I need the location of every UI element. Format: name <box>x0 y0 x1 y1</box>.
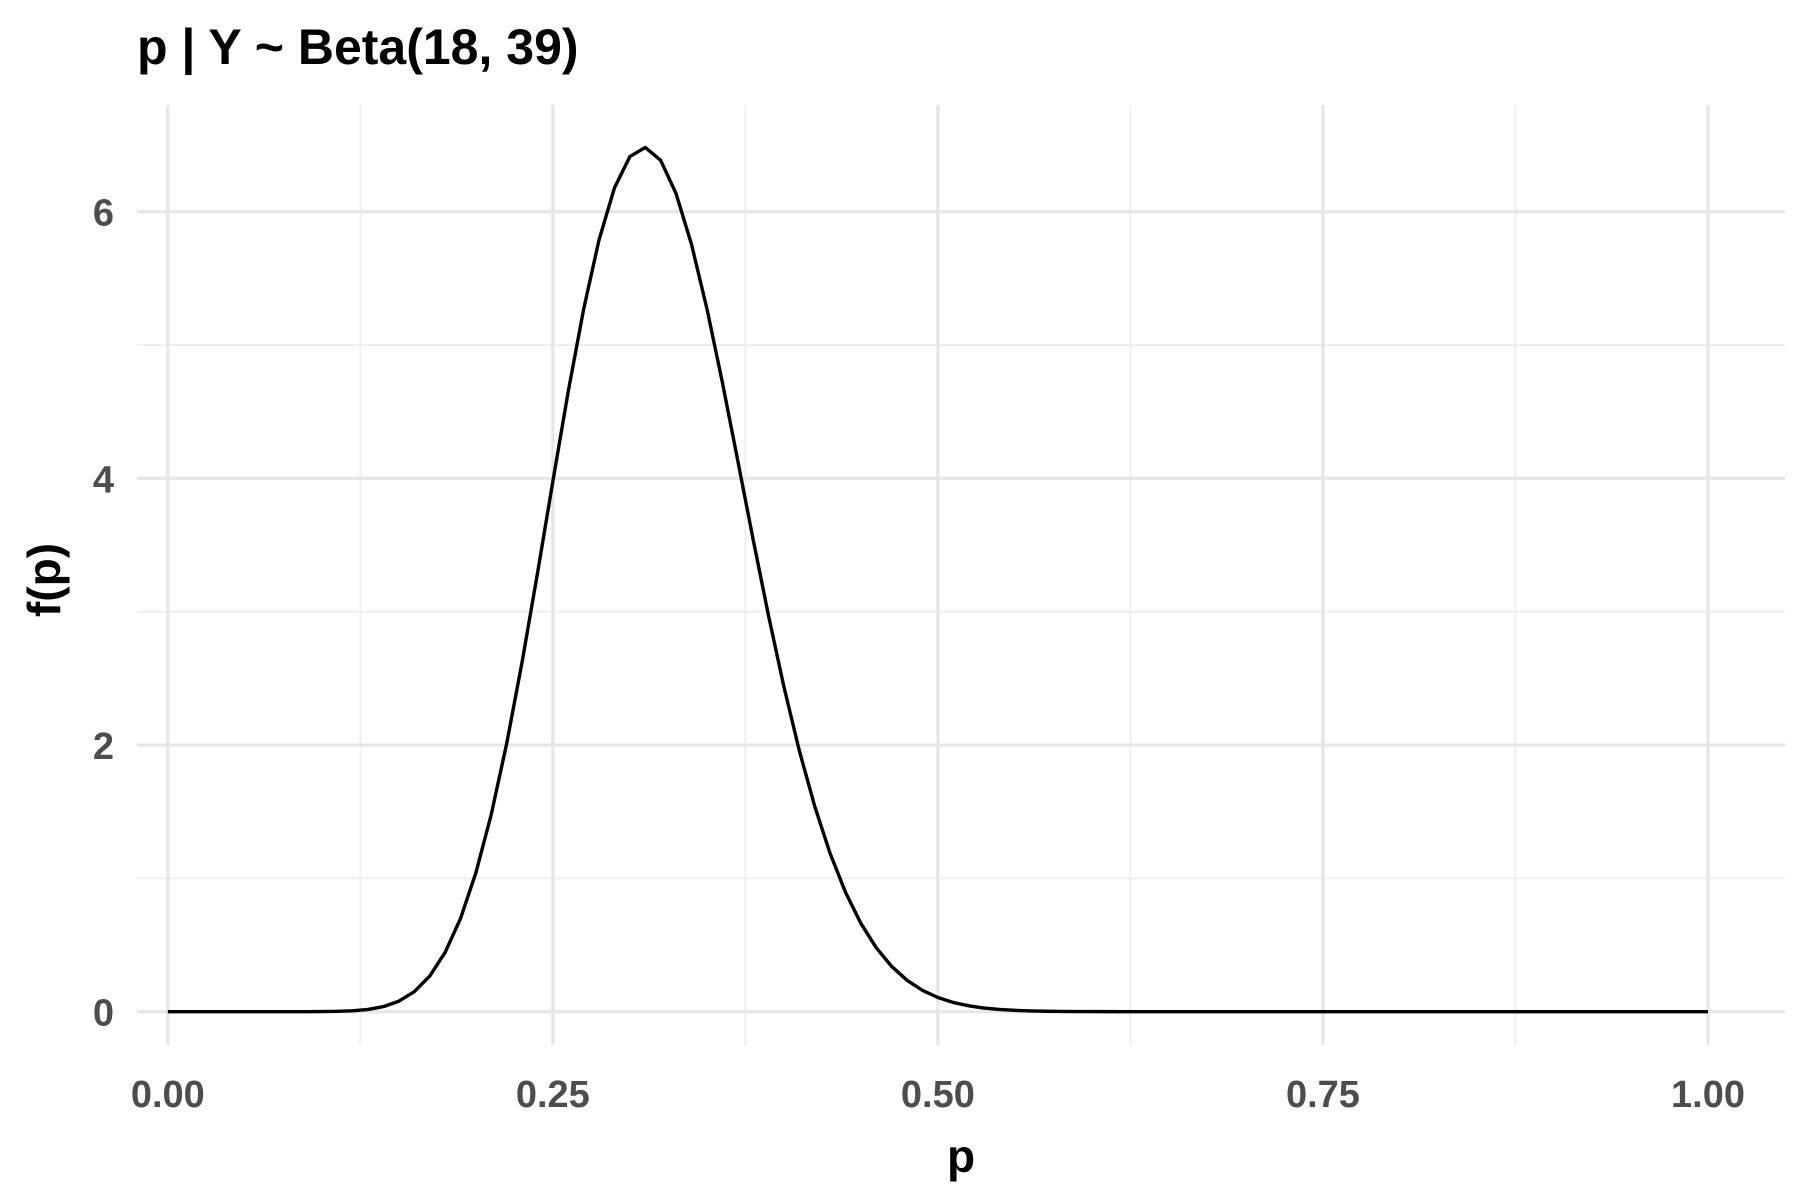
x-axis-title: p <box>947 1130 975 1182</box>
chart-title: p | Y ~ Beta(18, 39) <box>137 19 579 76</box>
y-axis-tick-labels: 0 2 4 6 <box>93 193 114 1035</box>
x-axis-tick-labels: 0.00 0.25 0.50 0.75 1.00 <box>131 1074 1745 1116</box>
y-tick-label: 6 <box>93 193 114 235</box>
x-tick-label: 0.75 <box>1286 1074 1360 1116</box>
major-gridlines <box>137 105 1785 1045</box>
x-tick-label: 1.00 <box>1671 1074 1745 1116</box>
minor-gridlines <box>137 105 1785 1045</box>
y-tick-label: 4 <box>93 459 114 501</box>
x-tick-label: 0.50 <box>901 1074 975 1116</box>
y-tick-label: 0 <box>93 993 114 1035</box>
y-axis-title: f(p) <box>18 543 70 617</box>
x-tick-label: 0.00 <box>131 1074 205 1116</box>
y-tick-label: 2 <box>93 726 114 768</box>
x-tick-label: 0.25 <box>516 1074 590 1116</box>
density-curve <box>167 145 1708 1014</box>
